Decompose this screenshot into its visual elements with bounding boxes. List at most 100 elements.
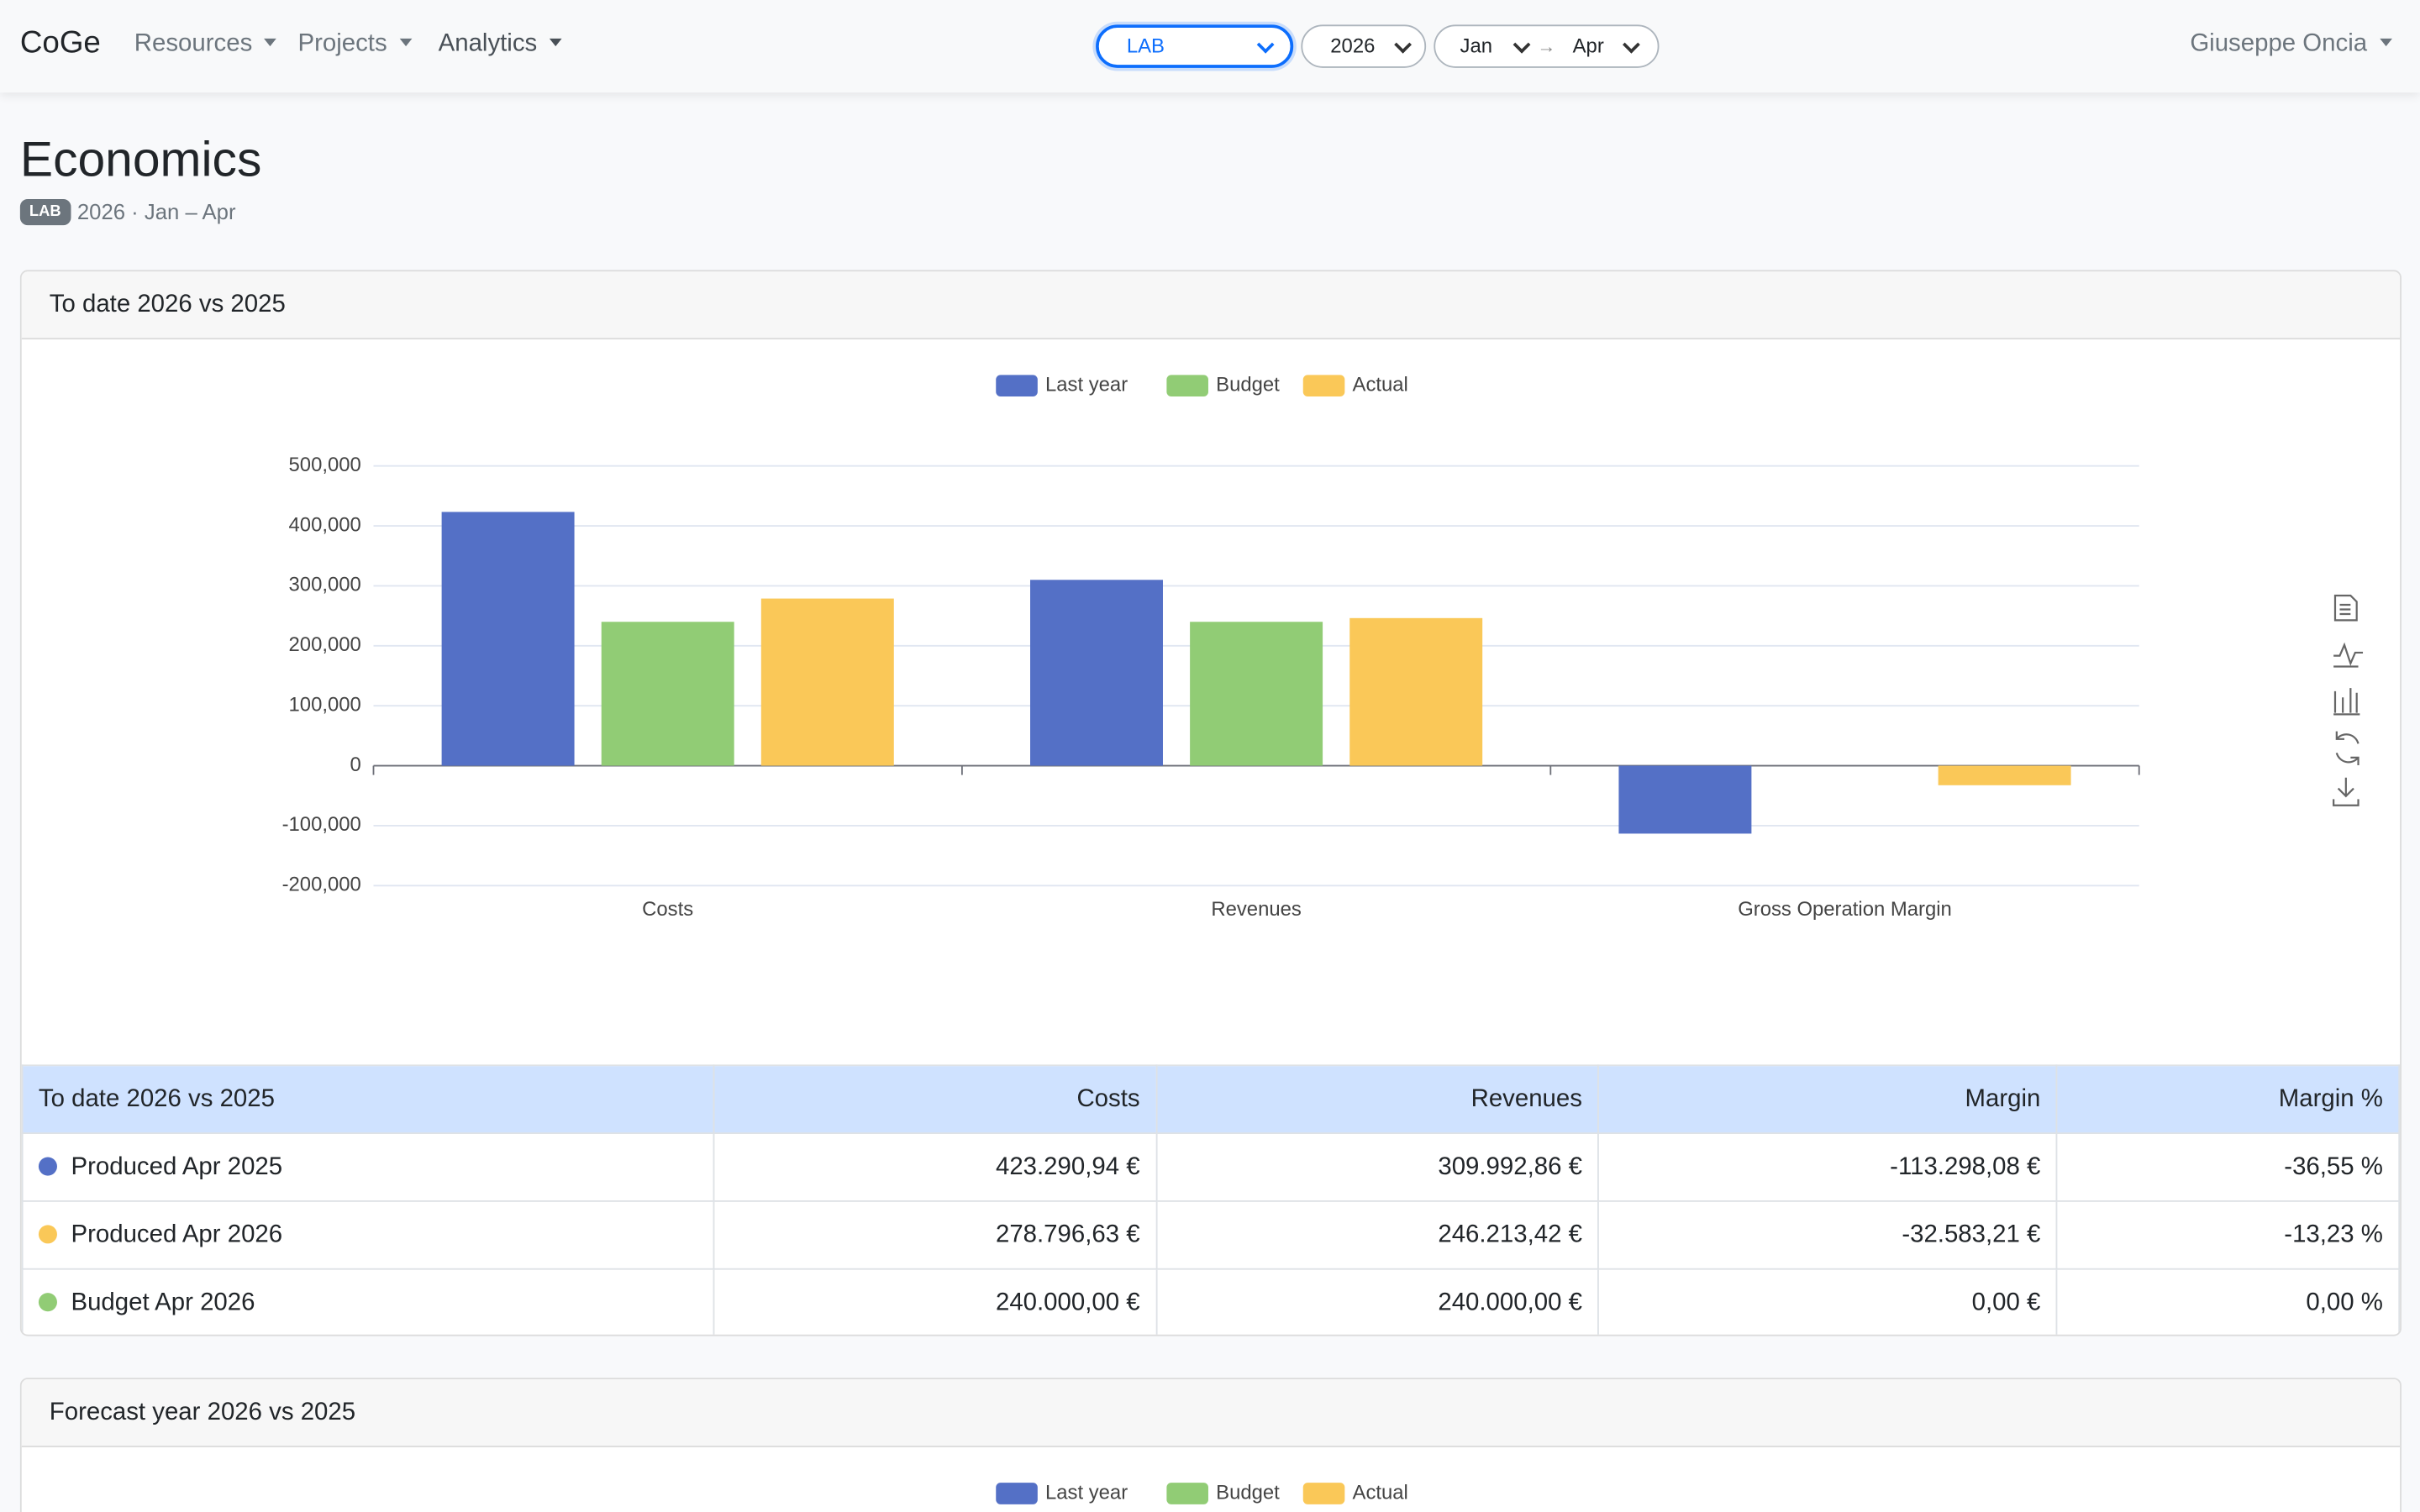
cell-text: Produced Apr 2026 [71,1221,283,1248]
card-to-date: To date 2026 vs 2025 Last year Budget Actu… [19,270,2402,1336]
row-dot [38,1224,57,1243]
summary-table: To date 2026 vs 2025 Costs Revenues Margin M… [21,1064,2401,1335]
x-tick-label: Revenues [1211,898,1302,921]
row-dot [38,1292,57,1311]
header-cell: To date 2026 vs 2025 [21,1064,715,1135]
table-row: Budget Apr 2026 240.000,00 € 240.000,00 € 0… [21,1268,2401,1335]
table-row: Produced Apr 2026 278.796,63 € 246.213,42 … [21,1200,2401,1270]
table-cell: 309.992,86 € [1155,1132,1600,1202]
cell-text: 0,00 € [1971,1289,2041,1315]
cell-text: Budget Apr 2026 [71,1289,255,1315]
x-tick-label: Gross Operation Margin [1738,898,1952,921]
row-dot [38,1156,57,1175]
table-cell: 246.213,42 € [1155,1200,1600,1270]
cell-text: 246.213,42 € [1438,1221,1582,1248]
cell-text: -113.298,08 € [1890,1152,2041,1180]
forecast-legend: Last year Budget Actual [996,1481,1408,1504]
bar [1938,765,2071,785]
header-cell: Revenues [1155,1064,1600,1135]
chart: Last year Budget Actual -200,000 -100,000 0 10… [282,373,2364,921]
menu-projects[interactable]: Projects [297,31,412,59]
unit-select[interactable]: LAB [1096,24,1294,68]
table-cell: 240.000,00 € [713,1268,1157,1335]
cell-text: 0,00 % [2306,1289,2383,1315]
legend-swatch[interactable] [1302,1483,1345,1504]
card-forecast: Forecast year 2026 vs 2025 Last year Budg… [19,1378,2402,1512]
toolbox[interactable] [2333,594,2364,806]
cell-text: Produced Apr 2025 [71,1152,283,1180]
card-title: Forecast year 2026 vs 2025 [21,1379,2401,1447]
cell-text: 309.992,86 € [1438,1152,1582,1180]
cell-text: -36,55 % [2284,1152,2383,1180]
menu-resources[interactable]: Resources [134,31,277,59]
arrow: → [1537,35,1556,57]
legend-label[interactable]: Last year [1045,373,1128,396]
y-tick-label: 500,000 [289,454,361,476]
legend-label[interactable]: Last year [1045,1481,1128,1504]
cell-text: 278.796,63 € [995,1221,1140,1248]
table-cell: -32.583,21 € [1597,1200,2058,1270]
x-tick-label: Costs [642,898,693,921]
table-cell: -113.298,08 € [1597,1132,2058,1202]
menu-analytics[interactable]: Analytics [439,31,562,59]
brand[interactable]: CoGe [19,26,101,60]
cell-text: -13,23 % [2284,1221,2383,1248]
legend-swatch[interactable] [996,375,1038,397]
legend-label[interactable]: Budget [1216,1481,1280,1504]
bar [1618,765,1752,834]
y-tick-label: 300,000 [289,574,361,596]
year-value: 2026 [1330,34,1376,57]
subtitle: 2026 · Jan – Apr [76,198,236,224]
bar [1030,580,1163,766]
year-select[interactable]: 2026 [1301,24,1427,68]
y-tick-label: 400,000 [289,513,361,536]
to-value[interactable]: Apr [1572,34,1604,57]
y-tick-label: -100,000 [282,813,361,836]
page-title: Economics [19,131,262,187]
table-cell: 423.290,94 € [713,1132,1157,1202]
card-title: To date 2026 vs 2025 [21,271,2401,340]
cell-text: -32.583,21 € [1902,1221,2041,1248]
table-cell: Produced Apr 2026 [21,1200,715,1270]
table-cell: Budget Apr 2026 [21,1268,715,1335]
from-value[interactable]: Jan [1460,34,1493,57]
bar [601,622,734,766]
table-cell: 0,00 € [1597,1268,2058,1335]
legend-label[interactable]: Budget [1216,373,1280,396]
legend-label[interactable]: Actual [1353,1481,1408,1504]
table-cell: -13,23 % [2055,1200,2401,1270]
header-cell: Margin [1597,1064,2058,1135]
cell-text: 240.000,00 € [995,1289,1140,1315]
table-cell: 278.796,63 € [713,1200,1157,1270]
bar [760,598,894,766]
table-row: Produced Apr 2025 423.290,94 € 309.992,86 … [21,1132,2401,1202]
period-select[interactable]: Jan → Apr [1434,24,1660,68]
y-tick-label: 100,000 [289,693,361,716]
table-cell: Produced Apr 2025 [21,1132,715,1202]
legend-swatch[interactable] [1166,1483,1208,1504]
bar [441,512,575,766]
cell-text: 423.290,94 € [995,1152,1140,1180]
navbar: CoGe Resources Projects Analytics LAB 20… [0,0,2420,93]
table-cell: 0,00 % [2055,1268,2401,1335]
table-cell: -36,55 % [2055,1132,2401,1202]
y-tick-label: 0 [350,753,361,776]
table-cell: 240.000,00 € [1155,1268,1600,1335]
cell-text: 240.000,00 € [1438,1289,1582,1315]
header-row: To date 2026 vs 2025 Costs Revenues Margin M… [21,1064,2401,1135]
header-cell: Margin % [2055,1064,2401,1135]
bar [1190,622,1323,766]
badge: LAB [19,198,71,226]
bar [1349,617,1483,766]
user-menu[interactable]: Giuseppe Oncia [2190,31,2391,59]
y-tick-label: -200,000 [282,874,361,896]
legend-swatch[interactable] [1302,375,1345,397]
y-tick-label: 200,000 [289,633,361,656]
legend-swatch[interactable] [996,1483,1038,1504]
header-cell: Costs [713,1064,1157,1135]
unit-value: LAB [1126,34,1165,57]
legend-swatch[interactable] [1166,375,1208,397]
legend-label[interactable]: Actual [1353,373,1408,396]
